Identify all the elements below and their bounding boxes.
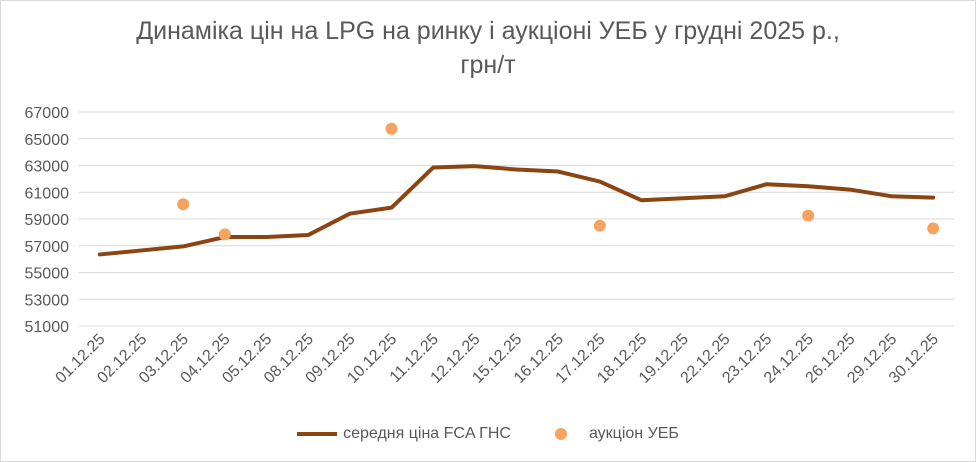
- legend-dot-swatch: [554, 428, 567, 440]
- y-tick-label: 63000: [25, 159, 70, 176]
- gridlines: [79, 111, 954, 327]
- series-scatter-ueb: [177, 122, 940, 241]
- legend: середня ціна FCA ГНС аукціон УЕБ: [0, 422, 976, 446]
- y-tick-label: 59000: [25, 212, 70, 229]
- scatter-point: [218, 228, 231, 241]
- chart-title-line1: Динаміка цін на LPG на ринку і аукціоні …: [136, 17, 840, 45]
- y-tick-label: 67000: [25, 105, 70, 122]
- x-axis-ticks: 01.12.2502.12.2503.12.2504.12.2505.12.25…: [53, 331, 942, 387]
- y-tick-label: 55000: [25, 266, 70, 283]
- scatter-point: [927, 222, 940, 235]
- scatter-point: [177, 198, 190, 211]
- scatter-point: [593, 219, 606, 232]
- legend-label-ueb: аукціон УЕБ: [588, 425, 679, 442]
- y-tick-label: 51000: [25, 319, 70, 336]
- scatter-point: [385, 122, 398, 135]
- legend-item-fca: середня ціна FCA ГНС: [297, 425, 511, 443]
- y-tick-label: 65000: [25, 132, 70, 149]
- legend-label-fca: середня ціна FCA ГНС: [343, 425, 511, 442]
- chart-title: Динаміка цін на LPG на ринку і аукціоні …: [0, 14, 976, 82]
- chart-title-line2: грн/т: [460, 51, 516, 79]
- y-tick-label: 57000: [25, 239, 70, 256]
- scatter-point: [802, 209, 815, 222]
- y-tick-label: 53000: [25, 292, 70, 309]
- series-line-path: [97, 164, 936, 257]
- y-axis-ticks: 51000 53000 55000 57000 59000 61000 63000 65000…: [25, 105, 70, 336]
- legend-line-swatch: [297, 432, 338, 436]
- series-line-fca: [97, 164, 936, 257]
- legend-item-ueb: аукціон УЕБ: [554, 425, 679, 443]
- y-tick-label: 61000: [25, 185, 70, 202]
